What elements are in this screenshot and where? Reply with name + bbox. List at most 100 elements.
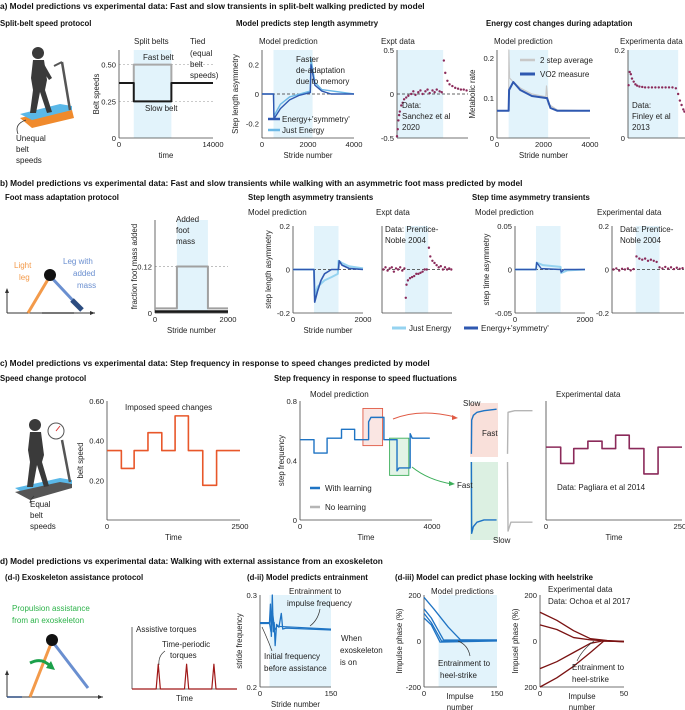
y-tick-label: -0.2 (596, 309, 609, 318)
entrain-heel2-2: heel-strike (572, 675, 609, 684)
data-point (407, 94, 410, 97)
panel-b-title: b) Model predictions vs experimental dat… (0, 178, 522, 188)
x-axis-label: Time (165, 533, 182, 542)
imposed-speed-label: Imposed speed changes (125, 403, 212, 412)
data-point (403, 267, 406, 270)
inset-background (470, 462, 498, 540)
data-point (423, 268, 426, 271)
time-periodic-2: torques (170, 651, 197, 660)
data-point (664, 86, 667, 89)
data-point (419, 89, 422, 92)
added-foot-mass-3: mass (176, 237, 195, 246)
y-tick-label: 0.12 (137, 263, 152, 272)
b-data-prentice-2: Noble 2004 (385, 236, 426, 245)
leg-added-2: added (73, 269, 95, 278)
light-leg-1: Light (14, 261, 32, 270)
data-point (415, 272, 418, 276)
unequal-label-3: speeds (16, 156, 42, 165)
perturbation-shade (269, 595, 331, 687)
initial-freq-2: before assistance (264, 664, 327, 673)
c-model-prediction-label: Model prediction (310, 390, 369, 399)
data-point (643, 86, 647, 89)
inset-background (470, 403, 498, 457)
inset-slow-label: Slow (463, 399, 481, 408)
data-point (448, 267, 451, 270)
data-point (630, 77, 634, 80)
y-tick-label: 0 (112, 134, 116, 143)
zoom-highlight-box (389, 437, 410, 476)
data-point (417, 272, 420, 276)
inset-fast-label-2: Fast (457, 481, 473, 490)
data-point (626, 267, 630, 270)
data-point (612, 268, 615, 271)
tied-label-3: belt (190, 60, 204, 69)
impulse-number-label: number (569, 703, 596, 710)
data-point (405, 283, 408, 286)
tied-label-2: (equal (190, 49, 212, 58)
series-line (539, 611, 625, 643)
x-axis-label: Stride number (304, 326, 353, 335)
data-point (428, 91, 431, 95)
series-line (539, 640, 625, 688)
data-point (638, 257, 641, 260)
y-tick-label: 0 (533, 637, 537, 646)
data-point (401, 101, 404, 105)
series-line (423, 608, 498, 641)
panel-b-sub3: Step time asymmetry transients (472, 193, 591, 202)
data-point (402, 98, 406, 101)
x-tick-label: 2500 (232, 522, 249, 531)
data-point (652, 259, 655, 262)
x-tick-label: 0 (258, 689, 262, 698)
y-axis-label: step frequency (277, 435, 286, 486)
entrain-heel-1: Entrainment to (438, 659, 491, 668)
x-tick-label: 50 (620, 689, 628, 698)
data-point (657, 86, 660, 89)
data-point (421, 270, 424, 273)
data-point (439, 265, 442, 268)
d-stride-chart: 0.2 0.3 0 150 Stride number stride frequency (235, 591, 337, 709)
data-point (406, 279, 410, 282)
y-axis-label: step time asymmetry (482, 233, 491, 305)
d-torque-chart: Time (131, 627, 237, 703)
data-finley-1: Data: (632, 101, 651, 110)
data-point (635, 255, 638, 258)
data-point (440, 91, 443, 94)
data-point (638, 85, 641, 88)
data-point (431, 259, 434, 262)
x-axis-label: time (159, 151, 174, 160)
data-point (641, 258, 644, 261)
split-belts-label: Split belts (134, 37, 169, 46)
y-tick-label: 0 (148, 309, 152, 318)
y-tick-label: 0.3 (246, 591, 257, 600)
b-experimental-data-label: Experimental data (597, 208, 662, 217)
data-point (681, 266, 684, 270)
c-inset-green-grey-chart (506, 461, 533, 532)
panel-a-title: a) Model predictions vs experimental dat… (0, 1, 425, 11)
data-point (454, 86, 457, 90)
y-tick-label: 0 (490, 134, 494, 143)
panel-d-sub2: (d-ii) Model predicts entrainment (247, 573, 368, 582)
panel-d-sub3: (d-iii) Model can predict phase locking … (395, 573, 594, 582)
x-tick-label: 0 (495, 140, 499, 149)
x-axis-label: Stride number (271, 700, 320, 709)
data-point (395, 135, 399, 138)
y-tick-label: 0 (417, 637, 421, 646)
data-point (397, 113, 401, 117)
added-foot-mass-1: Added (176, 215, 199, 224)
series-line (107, 415, 240, 487)
y-tick-label: -0.5 (381, 134, 394, 143)
entrain-impulse-2: impulse frequency (287, 599, 352, 608)
data-point (629, 73, 633, 76)
faster-label-1: Faster (296, 55, 319, 64)
y-axis-label: fraction foot mass added (130, 224, 139, 309)
b-data-prentice2-2: Noble 2004 (620, 236, 661, 245)
series-line (506, 461, 533, 532)
b-model-prediction-label: Model prediction (248, 208, 307, 217)
tied-label-1: Tied (190, 37, 205, 46)
series-line (539, 624, 625, 643)
data-point (401, 269, 404, 272)
y-tick-label: 0 (605, 266, 609, 275)
x-tick-label: 0 (513, 315, 517, 324)
data-point (629, 269, 632, 272)
